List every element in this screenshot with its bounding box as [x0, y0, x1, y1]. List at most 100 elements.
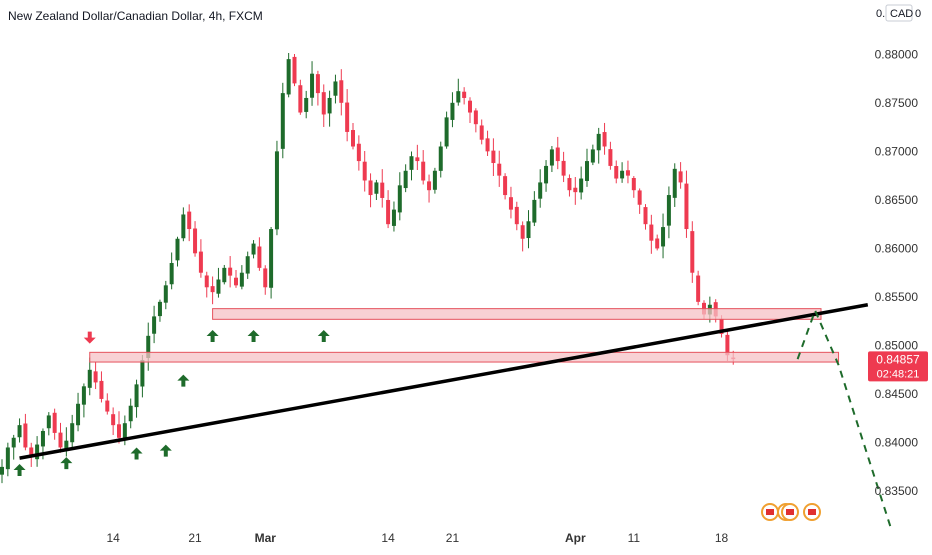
candle-body [532, 199, 537, 223]
candle-body [374, 182, 379, 194]
chart-title: New Zealand Dollar/Canadian Dollar, 4h, … [8, 9, 263, 23]
price-tick-label: 0.88000 [875, 47, 919, 61]
candle-body [415, 157, 420, 162]
time-tick-label: 11 [628, 531, 641, 545]
candle-body [35, 444, 40, 460]
candle-body [696, 275, 701, 302]
candle-body [362, 161, 367, 181]
candle-body [40, 430, 45, 447]
candle-body [719, 318, 724, 334]
candle-body [292, 56, 297, 84]
up-arrow-icon [317, 330, 330, 342]
candle-body [725, 334, 730, 356]
time-tick-label: 21 [446, 531, 460, 545]
time-tick-label: Mar [255, 531, 277, 545]
candle-body [544, 165, 549, 184]
candle-body [157, 301, 162, 317]
candle-body [310, 73, 315, 98]
candle-body [0, 466, 4, 475]
candle-body [608, 149, 613, 166]
canada-flag-leaf [786, 509, 794, 515]
time-tick-label: Apr [565, 531, 586, 545]
support-zones-layer [89, 308, 840, 363]
candle-body [5, 447, 10, 470]
candle-body [643, 207, 648, 225]
candle-body [58, 432, 63, 448]
candle-body [111, 414, 116, 426]
candle-body [462, 91, 467, 98]
lines-layer [19, 303, 893, 530]
candle-body [503, 176, 508, 196]
last-price-tag: 0.84857 02:48:21 [868, 351, 928, 382]
candle-body [134, 384, 139, 408]
support-zone [212, 308, 822, 320]
candle-body [117, 424, 121, 438]
time-tick-label: 21 [188, 531, 202, 545]
candle-body [690, 231, 695, 273]
candle-body [684, 183, 689, 230]
candle-body [649, 224, 654, 241]
candle-body [520, 225, 525, 239]
price-tag-value: 0.84857 [876, 352, 920, 366]
up-arrow-icon [130, 447, 143, 460]
candle-body [549, 149, 554, 166]
time-tick-label: 14 [381, 531, 395, 545]
candle-body [52, 412, 57, 433]
candle-body [666, 195, 671, 226]
candle-body [181, 214, 186, 239]
candle-body [257, 246, 262, 268]
candle-body [579, 178, 584, 193]
currency-button[interactable] [885, 4, 913, 22]
candle-body [46, 415, 51, 429]
candle-body [468, 100, 472, 113]
candle-body [427, 181, 432, 191]
canada-flag-leaf [766, 509, 774, 515]
price-tag-countdown: 02:48:21 [877, 368, 920, 380]
time-axis: 14 21 Mar 14 21 Apr 11 18 [106, 531, 728, 545]
support-zone [89, 351, 840, 363]
time-tick-label: 14 [106, 531, 120, 545]
up-arrow-icon [206, 330, 219, 342]
up-arrow-icon [247, 330, 260, 342]
candle-body [444, 117, 449, 147]
projection-path [796, 307, 893, 530]
price-tick-label: 0.86500 [875, 193, 919, 207]
candle-body [555, 147, 560, 162]
price-axis: 0.83500 0.84000 0.84500 0.85000 0.85500 0.860… [875, 47, 919, 498]
price-tick-label: 0.83500 [875, 484, 919, 498]
candle-body [175, 238, 180, 261]
candle-body [146, 335, 151, 359]
candle-body [29, 447, 34, 458]
candles-layer [0, 52, 736, 484]
candle-body [620, 170, 625, 179]
candle-body [70, 423, 75, 443]
candle-body [140, 360, 145, 387]
price-tick-label: 0.85500 [875, 290, 919, 304]
candle-body [163, 285, 168, 303]
candle-body [204, 275, 209, 288]
price-tick-label: 0.85000 [875, 339, 919, 353]
event-flags[interactable] [761, 503, 821, 521]
candle-body [403, 170, 408, 189]
price-tag-background [868, 351, 928, 382]
candle-body [637, 190, 642, 205]
down-arrow-icon [83, 331, 96, 344]
candle-body [473, 110, 478, 125]
candle-body [596, 133, 601, 151]
candle-body [263, 268, 268, 288]
candle-body [228, 267, 233, 276]
candle-body [585, 161, 589, 181]
price-tick-label: 0.84500 [875, 387, 919, 401]
candle-body [561, 160, 566, 176]
candle-body [655, 238, 660, 249]
candle-body [298, 85, 303, 113]
currency-label: CAD [890, 8, 913, 20]
candle-body [432, 170, 437, 190]
candle-body [421, 161, 426, 181]
candle-body [491, 150, 496, 164]
candle-body [216, 279, 221, 294]
candle-body [573, 187, 578, 193]
candle-body [631, 178, 636, 191]
candle-body [269, 229, 274, 288]
